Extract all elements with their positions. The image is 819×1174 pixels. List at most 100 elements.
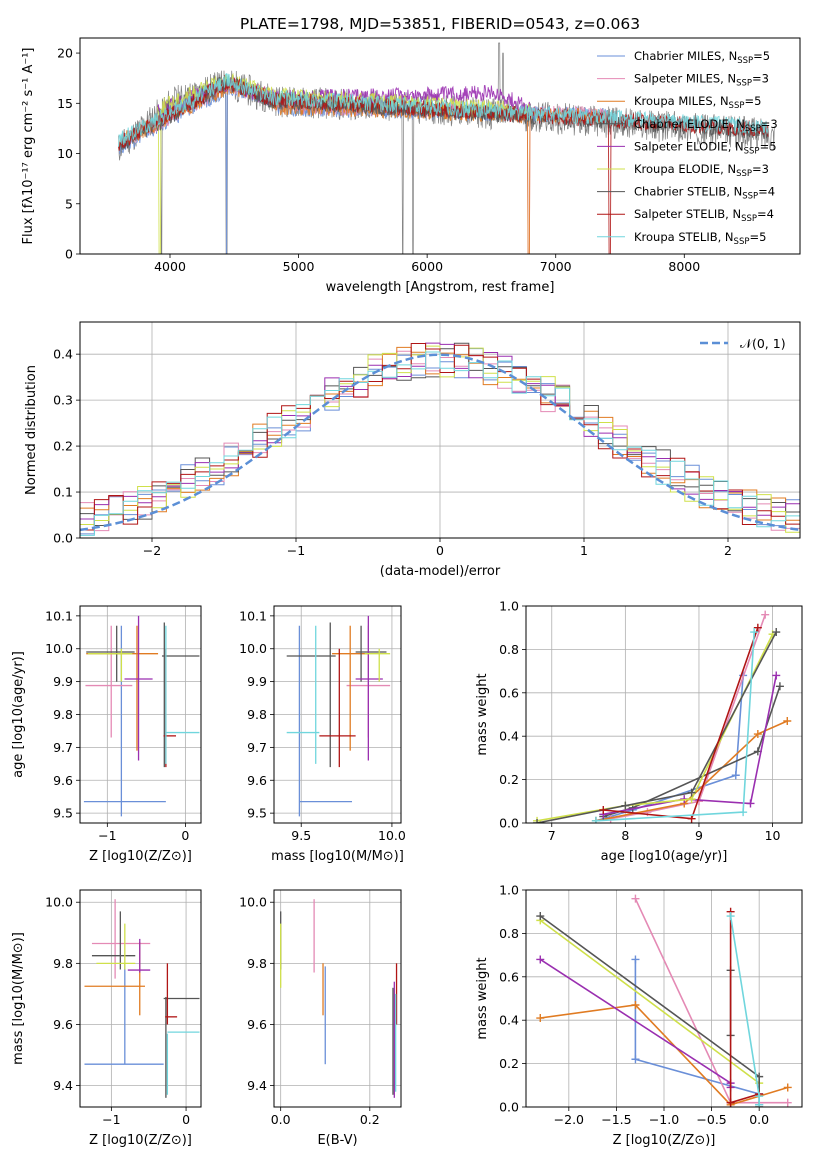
y-tick-label: 0.3: [53, 393, 73, 408]
weight-marker: [631, 1001, 640, 1010]
x-tick-label: 5000: [283, 259, 315, 274]
y-tick-label: 10.0: [45, 895, 73, 910]
legend-label-end: =5: [749, 230, 766, 244]
x-tick-label: 4000: [154, 259, 186, 274]
legend-label-main: Salpeter STELIB, N: [634, 207, 741, 221]
y-tick-label: 9.4: [53, 1078, 73, 1093]
legend-label-sub: SSP: [729, 101, 745, 111]
legend-label-end: =5: [760, 139, 777, 153]
weight-marker: [783, 717, 792, 726]
weight-line: [610, 614, 766, 820]
x-tick-label: −0.5: [696, 1112, 726, 1127]
x-tick-label: −1: [98, 828, 116, 843]
y-tick-label: 0.8: [499, 642, 519, 657]
y-tick-label: 9.8: [53, 956, 73, 971]
legend-label: Kroupa ELODIE, NSSP=3: [634, 162, 769, 179]
x-tick-label: 9: [695, 828, 703, 843]
y-tick-label: 0.4: [499, 1013, 519, 1028]
plot-frame: [79, 37, 801, 255]
legend-label-sub: SSP: [742, 192, 758, 202]
y-tick-label: 0.2: [499, 1056, 519, 1071]
plot-frame: [525, 889, 803, 1108]
x-axis-label: age [log10(age/yr)]: [601, 849, 728, 864]
y-tick-label: 9.6: [53, 773, 73, 788]
x-tick-label: 0.0: [271, 1112, 291, 1127]
weight-marker: [750, 628, 759, 637]
errorbars-age_vs_mass: [286, 615, 391, 817]
legend-label: Kroupa MILES, NSSP=5: [634, 94, 761, 111]
weight-marker: [621, 801, 630, 810]
weight-marker: [761, 610, 770, 619]
y-tick-label: 9.6: [247, 773, 267, 788]
weight-marker: [726, 912, 735, 921]
y-tick-label: 0.4: [53, 347, 73, 362]
legend-label-main: Kroupa STELIB, N: [634, 230, 734, 244]
legend-label-sub: SSP: [734, 237, 750, 247]
weight-marker: [753, 623, 762, 632]
y-tick-label: 1.0: [499, 883, 519, 898]
lines-weight_vs_age: [533, 610, 792, 823]
y-tick-label: 0: [65, 247, 73, 262]
axes-age_vs_mass: 9.5 10.0 9.5 9.6 9.7 9.8 9.9 10.0 10.1 mass [log1…: [239, 606, 406, 864]
x-tick-label: 0: [182, 1112, 190, 1127]
y-tick-label: 0.2: [499, 772, 519, 787]
x-axis-label: (data-model)/error: [380, 564, 501, 579]
x-tick-label: −2: [143, 543, 161, 558]
weight-marker: [772, 671, 781, 680]
y-tick-label: 9.8: [247, 707, 267, 722]
legend-label-sub: SSP: [736, 169, 752, 179]
x-tick-label: 10.0: [378, 828, 406, 843]
legend-label-main: Salpeter MILES, N: [634, 72, 736, 86]
x-axis-label: mass [log10(M/M⊙)]: [271, 849, 404, 864]
y-tick-label: 10.0: [45, 641, 73, 656]
histograms: [80, 342, 800, 536]
plot-frame: [273, 605, 402, 824]
weight-marker: [746, 799, 755, 808]
x-tick-label: −2.0: [554, 1112, 584, 1127]
axes-spectrum: 4000 5000 6000 7000 8000 0 5 10 15 20 wavelength […: [21, 46, 700, 295]
y-tick-label: 0.0: [53, 531, 73, 546]
weight-marker: [753, 730, 762, 739]
weight-marker: [599, 805, 608, 814]
model-spectrum-line: [118, 72, 769, 147]
y-tick-label: 9.7: [247, 740, 267, 755]
residual-histogram: [80, 342, 800, 520]
residual-legend: 𝒩(0, 1): [700, 336, 786, 351]
weight-marker: [775, 682, 784, 691]
legend-label-sub: SSP: [744, 146, 760, 156]
errorbars-age_vs_Z: [83, 615, 200, 817]
plot-frame: [79, 605, 202, 824]
y-axis-label: Normed distribution: [24, 365, 39, 495]
y-tick-label: 9.5: [53, 806, 73, 821]
y-tick-label: 0.1: [53, 485, 73, 500]
plot-frame: [79, 321, 801, 539]
x-tick-label: 7000: [540, 259, 572, 274]
x-tick-label: −1: [287, 543, 305, 558]
plot-frame: [79, 889, 202, 1108]
errorbars-mass_vs_ebv: [280, 899, 398, 1098]
x-tick-label: 0.0: [749, 1112, 769, 1127]
y-tick-label: 10.0: [239, 641, 267, 656]
weight-marker: [783, 1098, 792, 1107]
plot-frame: [273, 889, 402, 1108]
legend-label-main: Salpeter ELODIE, N: [634, 139, 744, 153]
y-tick-label: 0.6: [499, 685, 519, 700]
y-tick-label: 9.7: [53, 740, 73, 755]
weight-marker: [772, 628, 781, 637]
y-tick-label: 10: [57, 146, 73, 161]
legend-label-end: =3: [761, 117, 778, 131]
x-tick-label: 2: [724, 543, 732, 558]
legend-label-main: Chabrier MILES, N: [634, 49, 737, 63]
residual-histogram: [80, 351, 800, 536]
y-tick-label: 9.8: [247, 956, 267, 971]
x-tick-label: 1: [580, 543, 588, 558]
legend-label: Chabrier ELODIE, NSSP=3: [634, 117, 778, 134]
x-axis-label: Z [log10(Z/Z⊙)]: [89, 1133, 192, 1148]
weight-marker: [755, 1100, 764, 1107]
x-axis-label: E(B-V): [317, 1133, 357, 1148]
y-tick-label: 9.4: [247, 1078, 267, 1093]
y-tick-label: 0.0: [499, 816, 519, 831]
weight-marker: [631, 1055, 640, 1064]
legend-label-sub: SSP: [741, 214, 757, 224]
